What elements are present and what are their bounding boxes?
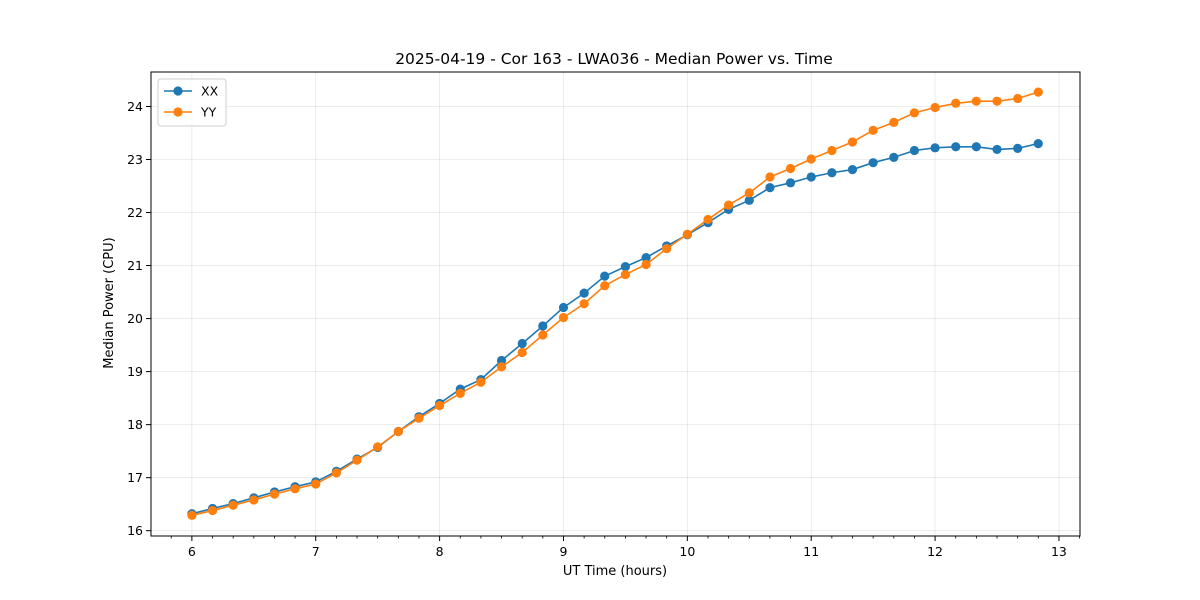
data-point-yy <box>847 137 858 147</box>
data-point-yy <box>930 102 940 113</box>
legend: XX YY <box>157 78 227 127</box>
legend-label-xx: XX <box>201 84 219 99</box>
data-point-yy <box>703 214 713 225</box>
x-axis-label: UT Time (hours) <box>563 564 667 579</box>
y-tick-label: 20 <box>127 311 143 326</box>
data-point-yy <box>290 484 300 494</box>
data-point-yy <box>579 299 589 309</box>
data-point-xx <box>806 172 816 182</box>
x-tick-label: 7 <box>312 544 320 559</box>
data-point-yy <box>414 413 424 423</box>
data-point-yy <box>682 229 692 239</box>
data-point-yy <box>435 400 445 411</box>
data-point-yy <box>744 188 754 198</box>
data-point-yy <box>187 510 197 520</box>
data-point-yy <box>868 125 878 135</box>
data-point-yy <box>1013 93 1023 104</box>
data-point-yy <box>785 163 796 174</box>
data-point-xx <box>909 145 919 156</box>
data-point-xx <box>558 302 569 313</box>
data-point-yy <box>723 200 734 210</box>
data-point-yy <box>373 442 383 452</box>
y-tick-label: 16 <box>127 523 143 538</box>
data-point-yy <box>455 388 465 398</box>
data-point-xx <box>930 143 940 153</box>
data-point-xx <box>538 321 548 331</box>
data-point-yy <box>971 96 981 106</box>
x-axis: 6 7 8 9 10 11 12 13 <box>170 536 1080 559</box>
data-point-yy <box>620 269 631 280</box>
data-point-xx <box>785 178 796 188</box>
x-tick-label: 13 <box>1051 544 1067 559</box>
y-tick-label: 23 <box>127 152 143 167</box>
data-point-yy <box>393 426 403 437</box>
x-tick-label: 9 <box>559 544 567 559</box>
data-point-xx <box>744 195 754 205</box>
data-point-yy <box>765 172 775 182</box>
data-point-yy <box>228 500 238 510</box>
data-point-xx <box>579 288 589 298</box>
data-point-yy <box>558 312 569 323</box>
data-point-yy <box>476 377 486 387</box>
data-point-xx <box>765 183 775 193</box>
data-point-xx <box>992 144 1002 155</box>
data-point-yy <box>1033 87 1043 97</box>
data-point-xx <box>641 253 651 263</box>
data-point-xx <box>496 355 507 366</box>
x-tick-label: 12 <box>927 544 943 559</box>
data-point-xx <box>1013 143 1023 153</box>
data-point-yy <box>909 108 919 118</box>
data-point-yy <box>662 243 672 254</box>
x-tick-label: 6 <box>188 544 196 559</box>
data-point-yy <box>496 362 507 372</box>
data-point-xx <box>847 164 858 175</box>
data-point-yy <box>352 455 362 465</box>
legend-marker-xx <box>173 86 183 96</box>
data-point-yy <box>889 117 899 127</box>
data-point-yy <box>249 495 259 505</box>
y-tick-label: 18 <box>127 417 143 432</box>
y-tick-label: 21 <box>127 258 143 273</box>
y-axis: 16 17 18 19 20 21 22 23 24 <box>127 99 151 538</box>
data-point-xx <box>1033 138 1043 149</box>
plot-area-frame <box>150 71 1081 537</box>
data-point-yy <box>600 281 610 291</box>
data-point-yy <box>517 347 527 358</box>
data-point-xx <box>620 262 631 272</box>
data-point-yy <box>827 145 837 156</box>
data-point-yy <box>331 468 342 478</box>
chart-title: 2025-04-19 - Cor 163 - LWA036 - Median P… <box>395 50 833 68</box>
data-point-xx <box>827 168 837 178</box>
y-tick-label: 19 <box>127 364 143 379</box>
data-point-xx <box>600 271 610 281</box>
x-tick-label: 8 <box>436 544 444 559</box>
data-point-xx <box>517 338 527 349</box>
data-point-yy <box>806 154 816 164</box>
x-tick-label: 11 <box>803 544 819 559</box>
legend-marker-yy <box>173 107 183 117</box>
series-yy <box>187 87 1043 520</box>
y-axis-label: Median Power (CPU) <box>102 237 117 368</box>
data-point-xx <box>889 152 899 162</box>
y-tick-label: 17 <box>127 470 143 485</box>
series-layer <box>187 87 1043 520</box>
data-point-xx <box>971 142 981 152</box>
y-tick-label: 22 <box>127 205 143 220</box>
grid <box>151 72 1080 536</box>
data-point-yy <box>641 259 651 270</box>
data-point-yy <box>311 479 321 489</box>
data-point-yy <box>207 505 218 516</box>
data-point-yy <box>269 489 280 499</box>
legend-label-yy: YY <box>200 105 217 120</box>
x-tick-label: 10 <box>679 544 695 559</box>
y-tick-label: 24 <box>127 99 143 114</box>
data-point-xx <box>951 142 961 152</box>
data-point-yy <box>992 96 1002 106</box>
data-point-yy <box>951 98 961 108</box>
data-point-yy <box>538 330 548 340</box>
data-point-xx <box>868 158 878 168</box>
